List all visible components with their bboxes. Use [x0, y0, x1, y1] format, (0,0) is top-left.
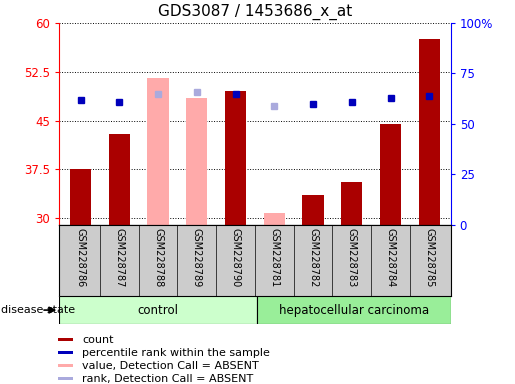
Text: count: count	[82, 335, 114, 345]
Bar	[59, 296, 257, 324]
Text: GSM228790: GSM228790	[231, 228, 241, 288]
Bar	[257, 296, 451, 324]
Text: GSM228783: GSM228783	[347, 228, 357, 288]
Text: value, Detection Call = ABSENT: value, Detection Call = ABSENT	[82, 361, 259, 371]
Bar	[302, 195, 324, 225]
Text: GSM228782: GSM228782	[308, 228, 318, 288]
Text: percentile rank within the sample: percentile rank within the sample	[82, 348, 270, 358]
Text: GSM228784: GSM228784	[386, 228, 396, 288]
Text: hepatocellular carcinoma: hepatocellular carcinoma	[279, 304, 429, 316]
Bar	[147, 78, 169, 225]
Text: GSM228786: GSM228786	[76, 228, 85, 288]
Bar	[264, 213, 285, 225]
Text: rank, Detection Call = ABSENT: rank, Detection Call = ABSENT	[82, 374, 254, 384]
Bar	[58, 351, 73, 354]
Text: GSM228781: GSM228781	[269, 228, 279, 288]
Text: GSM228788: GSM228788	[153, 228, 163, 288]
Text: control: control	[138, 304, 179, 316]
Bar	[70, 169, 91, 225]
Bar	[58, 377, 73, 381]
Bar	[341, 182, 363, 225]
Text: GSM228789: GSM228789	[192, 228, 202, 288]
Bar	[419, 39, 440, 225]
Bar	[109, 134, 130, 225]
Bar	[58, 338, 73, 341]
Title: GDS3087 / 1453686_x_at: GDS3087 / 1453686_x_at	[158, 4, 352, 20]
Bar	[58, 364, 73, 367]
Bar	[186, 98, 208, 225]
Text: GSM228787: GSM228787	[114, 228, 124, 288]
Bar	[225, 91, 246, 225]
Text: disease state: disease state	[1, 305, 75, 315]
Text: GSM228785: GSM228785	[424, 228, 434, 288]
Bar	[380, 124, 401, 225]
